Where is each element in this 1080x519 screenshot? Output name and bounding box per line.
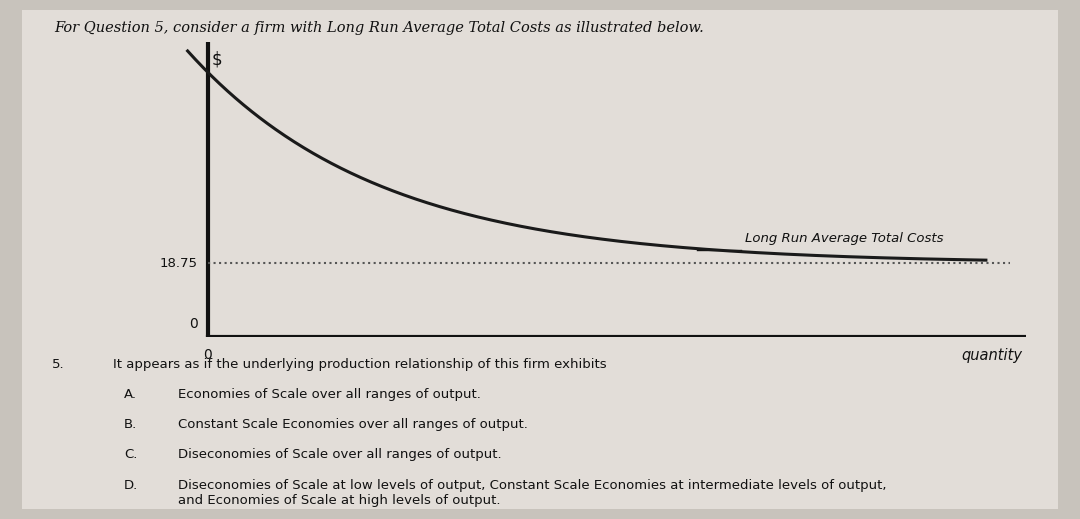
- Text: D.: D.: [124, 479, 138, 491]
- Text: For Question 5, consider a firm with Long Run Average Total Costs as illustrated: For Question 5, consider a firm with Lon…: [54, 21, 704, 35]
- Text: Long Run Average Total Costs: Long Run Average Total Costs: [745, 232, 944, 245]
- Text: 0: 0: [203, 348, 212, 362]
- Text: Constant Scale Economies over all ranges of output.: Constant Scale Economies over all ranges…: [178, 418, 528, 431]
- Text: Diseconomies of Scale over all ranges of output.: Diseconomies of Scale over all ranges of…: [178, 448, 502, 461]
- Text: 0: 0: [189, 318, 198, 332]
- Text: B.: B.: [124, 418, 137, 431]
- Text: quantity: quantity: [961, 348, 1022, 363]
- Text: C.: C.: [124, 448, 137, 461]
- Text: A.: A.: [124, 388, 137, 401]
- Text: It appears as if the underlying production relationship of this firm exhibits: It appears as if the underlying producti…: [113, 358, 607, 371]
- Text: 18.75: 18.75: [160, 257, 198, 270]
- Text: Diseconomies of Scale at low levels of output, Constant Scale Economies at inter: Diseconomies of Scale at low levels of o…: [178, 479, 887, 507]
- Text: Economies of Scale over all ranges of output.: Economies of Scale over all ranges of ou…: [178, 388, 481, 401]
- Text: $: $: [212, 50, 222, 69]
- Text: 5.: 5.: [52, 358, 65, 371]
